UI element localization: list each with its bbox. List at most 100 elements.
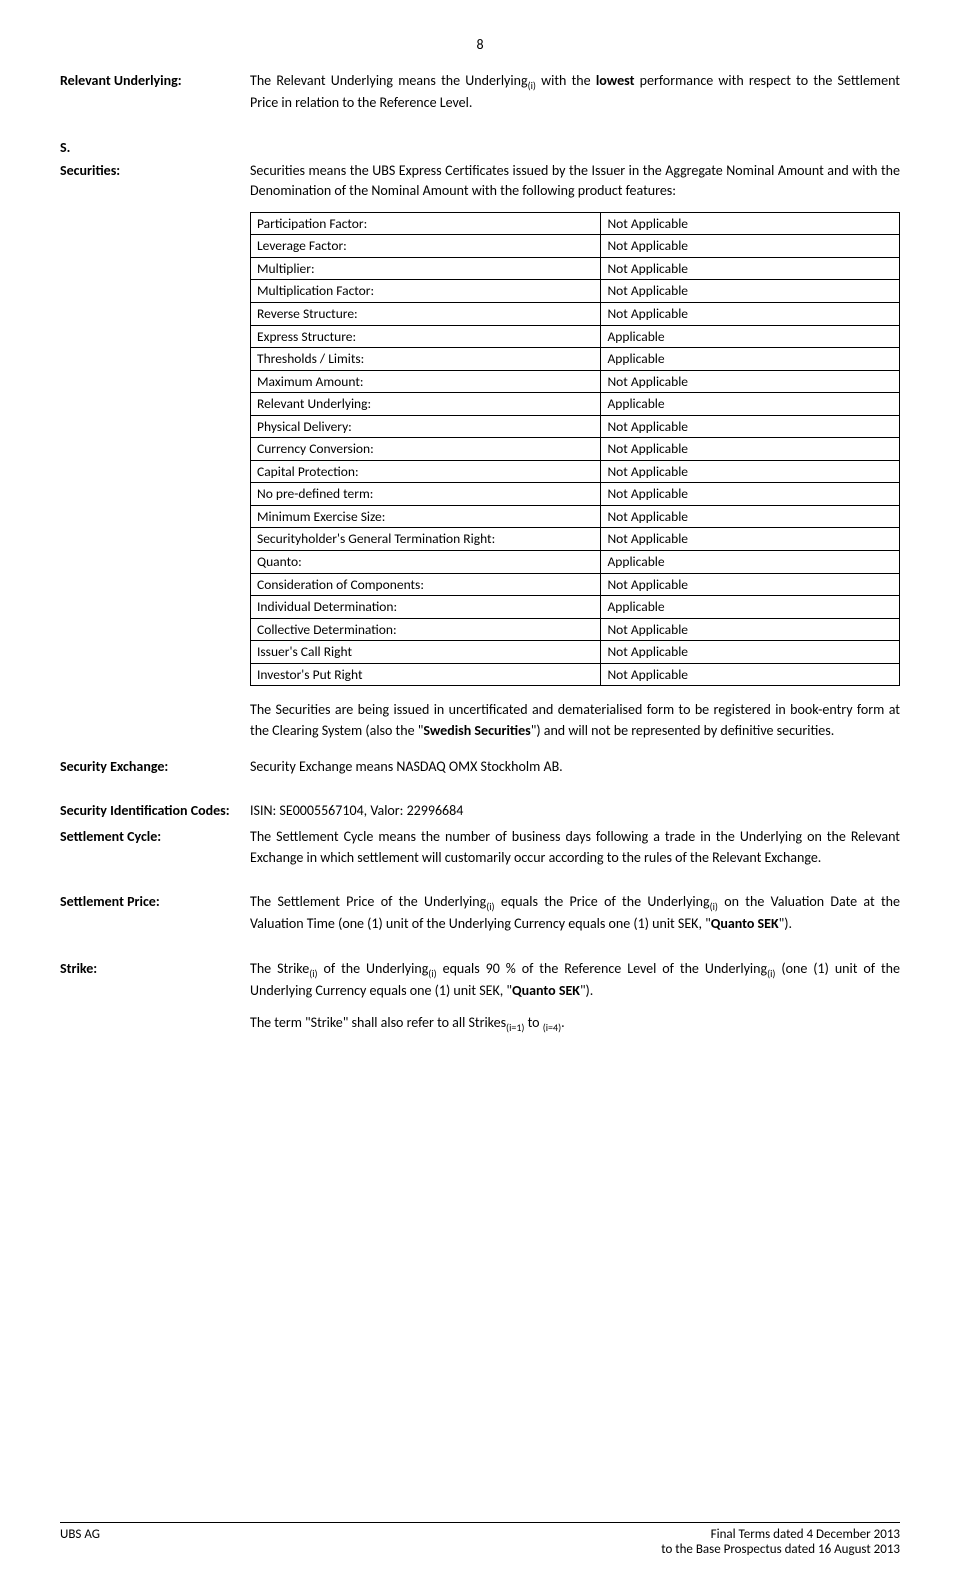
feature-row: Currency Conversion:Not Applicable	[251, 438, 900, 461]
feature-value: Applicable	[601, 348, 900, 371]
section-letter: S.	[60, 138, 250, 158]
term-label: Security Identification Codes:	[60, 801, 250, 821]
feature-value: Not Applicable	[601, 257, 900, 280]
definition-row: Strike:The Strike(i) of the Underlying(i…	[60, 959, 900, 1002]
feature-name: Maximum Amount:	[251, 370, 601, 393]
feature-value: Not Applicable	[601, 483, 900, 506]
feature-row: Capital Protection:Not Applicable	[251, 460, 900, 483]
feature-row: Participation Factor:Not Applicable	[251, 212, 900, 235]
definition-row-extra: The term "Strike" shall also refer to al…	[60, 1013, 900, 1035]
feature-name: Currency Conversion:	[251, 438, 601, 461]
feature-row: Reverse Structure:Not Applicable	[251, 302, 900, 325]
definition-row: Relevant Underlying: The Relevant Underl…	[60, 71, 900, 114]
term-label: Settlement Price:	[60, 892, 250, 935]
feature-row: Leverage Factor:Not Applicable	[251, 235, 900, 258]
term-label-empty	[60, 1013, 250, 1035]
feature-name: Securityholder's General Termination Rig…	[251, 528, 601, 551]
feature-row: Multiplier:Not Applicable	[251, 257, 900, 280]
feature-value: Not Applicable	[601, 460, 900, 483]
feature-name: Issuer's Call Right	[251, 641, 601, 664]
feature-name: Relevant Underlying:	[251, 393, 601, 416]
feature-value: Not Applicable	[601, 280, 900, 303]
feature-value: Applicable	[601, 393, 900, 416]
term-body: Security Exchange means NASDAQ OMX Stock…	[250, 757, 900, 777]
feature-name: Capital Protection:	[251, 460, 601, 483]
feature-name: Reverse Structure:	[251, 302, 601, 325]
feature-name: Individual Determination:	[251, 596, 601, 619]
feature-row: Express Structure:Applicable	[251, 325, 900, 348]
securities-outro: The Securities are being issued in uncer…	[250, 700, 900, 741]
feature-value: Applicable	[601, 596, 900, 619]
feature-name: Thresholds / Limits:	[251, 348, 601, 371]
feature-row: Relevant Underlying:Applicable	[251, 393, 900, 416]
securities-label: Securities:	[60, 161, 250, 741]
feature-name: Multiplier:	[251, 257, 601, 280]
feature-row: Collective Determination:Not Applicable	[251, 618, 900, 641]
feature-name: Multiplication Factor:	[251, 280, 601, 303]
definition-row: Security Identification Codes:ISIN: SE00…	[60, 801, 900, 821]
feature-value: Not Applicable	[601, 302, 900, 325]
feature-row: Individual Determination:Applicable	[251, 596, 900, 619]
footer-left: UBS AG	[60, 1527, 100, 1557]
feature-name: Express Structure:	[251, 325, 601, 348]
feature-name: Collective Determination:	[251, 618, 601, 641]
feature-value: Not Applicable	[601, 528, 900, 551]
feature-name: Minimum Exercise Size:	[251, 505, 601, 528]
feature-row: Maximum Amount:Not Applicable	[251, 370, 900, 393]
term-label: Security Exchange:	[60, 757, 250, 777]
feature-row: Issuer's Call RightNot Applicable	[251, 641, 900, 664]
feature-value: Not Applicable	[601, 505, 900, 528]
feature-name: Quanto:	[251, 550, 601, 573]
term-body: The Relevant Underlying means the Underl…	[250, 71, 900, 114]
definition-row: Settlement Price:The Settlement Price of…	[60, 892, 900, 935]
spacer	[250, 138, 900, 158]
feature-name: Leverage Factor:	[251, 235, 601, 258]
feature-row: No pre-defined term:Not Applicable	[251, 483, 900, 506]
page-number: 8	[60, 36, 900, 53]
feature-value: Applicable	[601, 325, 900, 348]
feature-name: Investor's Put Right	[251, 663, 601, 686]
feature-row: Physical Delivery:Not Applicable	[251, 415, 900, 438]
feature-value: Not Applicable	[601, 641, 900, 664]
definition-row: Security Exchange:Security Exchange mean…	[60, 757, 900, 777]
securities-intro: Securities means the UBS Express Certifi…	[250, 161, 900, 202]
securities-row: Securities: Securities means the UBS Exp…	[60, 161, 900, 741]
feature-name: Physical Delivery:	[251, 415, 601, 438]
feature-row: Multiplication Factor:Not Applicable	[251, 280, 900, 303]
feature-row: Investor's Put RightNot Applicable	[251, 663, 900, 686]
term-body: The Settlement Price of the Underlying(i…	[250, 892, 900, 935]
footer: UBS AG Final Terms dated 4 December 2013…	[60, 1522, 900, 1557]
term-label: Settlement Cycle:	[60, 827, 250, 868]
feature-name: No pre-defined term:	[251, 483, 601, 506]
feature-value: Not Applicable	[601, 370, 900, 393]
feature-row: Minimum Exercise Size:Not Applicable	[251, 505, 900, 528]
feature-name: Participation Factor:	[251, 212, 601, 235]
feature-value: Not Applicable	[601, 415, 900, 438]
feature-row: Thresholds / Limits:Applicable	[251, 348, 900, 371]
footer-line-2: to the Base Prospectus dated 16 August 2…	[661, 1542, 900, 1557]
term-body: The Settlement Cycle means the number of…	[250, 827, 900, 868]
term-label: Relevant Underlying:	[60, 71, 250, 114]
term-label: Strike:	[60, 959, 250, 1002]
feature-value: Not Applicable	[601, 663, 900, 686]
feature-value: Applicable	[601, 550, 900, 573]
feature-value: Not Applicable	[601, 235, 900, 258]
footer-right: Final Terms dated 4 December 2013 to the…	[661, 1527, 900, 1557]
feature-row: Consideration of Components:Not Applicab…	[251, 573, 900, 596]
term-body: The Strike(i) of the Underlying(i) equal…	[250, 959, 900, 1002]
term-body: The term "Strike" shall also refer to al…	[250, 1013, 900, 1035]
definition-row: Settlement Cycle:The Settlement Cycle me…	[60, 827, 900, 868]
feature-value: Not Applicable	[601, 438, 900, 461]
securities-body: Securities means the UBS Express Certifi…	[250, 161, 900, 741]
section-letter-row: S.	[60, 138, 900, 158]
footer-line-1: Final Terms dated 4 December 2013	[661, 1527, 900, 1542]
features-table: Participation Factor:Not ApplicableLever…	[250, 212, 900, 686]
feature-value: Not Applicable	[601, 618, 900, 641]
term-body: ISIN: SE0005567104, Valor: 22996684	[250, 801, 900, 821]
page: 8 Relevant Underlying: The Relevant Unde…	[0, 0, 960, 1587]
feature-row: Quanto:Applicable	[251, 550, 900, 573]
feature-value: Not Applicable	[601, 573, 900, 596]
feature-row: Securityholder's General Termination Rig…	[251, 528, 900, 551]
feature-name: Consideration of Components:	[251, 573, 601, 596]
feature-value: Not Applicable	[601, 212, 900, 235]
